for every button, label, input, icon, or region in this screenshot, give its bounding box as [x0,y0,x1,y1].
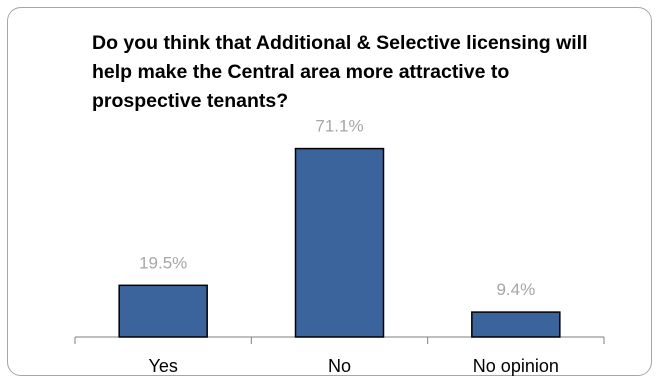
bar-yes [118,284,208,338]
x-tick-label: No [328,356,351,376]
data-label: 9.4% [496,280,535,299]
chart-title: Do you think that Additional & Selective… [92,32,588,112]
data-label: 71.1% [315,117,363,136]
x-tick-label: No opinion [473,356,559,376]
bar-no [294,147,385,338]
x-tick-label: Yes [148,356,177,376]
bar-no-opinion [471,311,561,338]
data-label: 19.5% [139,253,187,272]
